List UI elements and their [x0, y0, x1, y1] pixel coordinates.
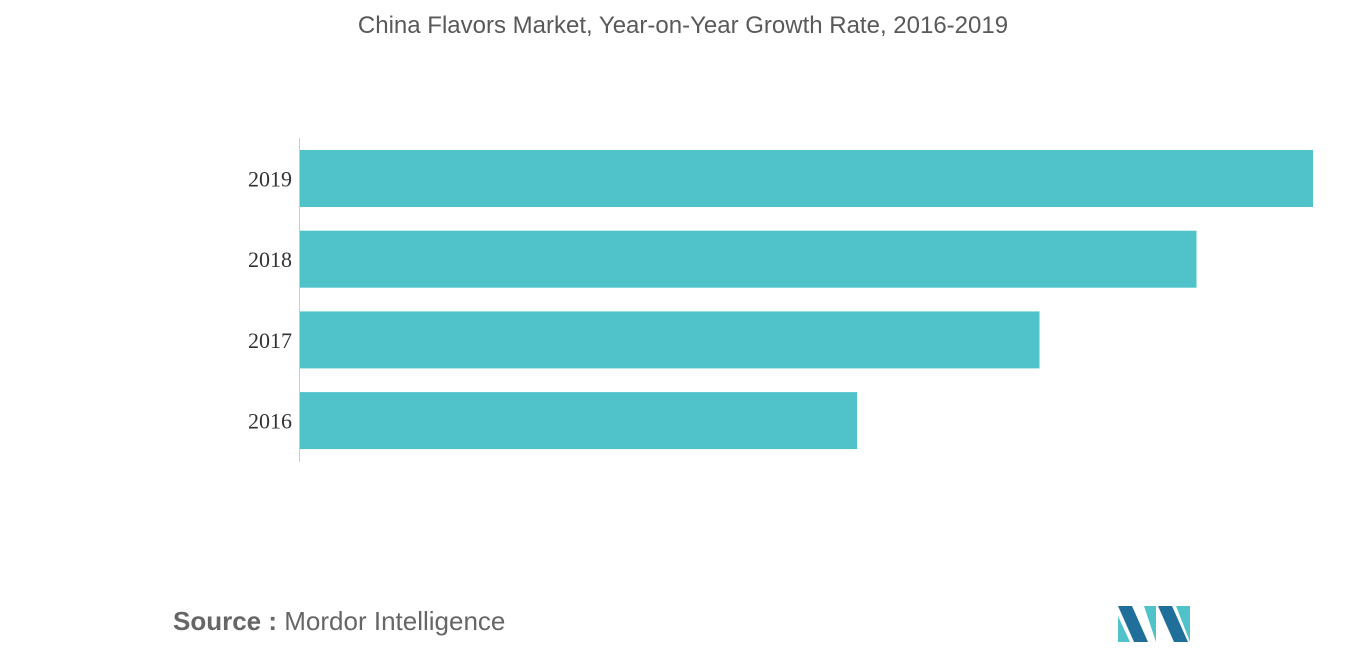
tick-label-2016: 2016	[248, 409, 292, 434]
bar-2018	[300, 230, 1197, 288]
bar-2019	[300, 150, 1313, 207]
mordor-intelligence-logo-icon	[1118, 606, 1190, 642]
tick-label-2019: 2019	[248, 167, 292, 192]
tick-labels-group: 2019 2018 2017 2016	[248, 167, 292, 434]
source-label: Source :	[173, 606, 278, 636]
tick-label-2017: 2017	[248, 328, 292, 353]
source-value: Mordor Intelligence	[284, 606, 506, 636]
bar-2017	[300, 311, 1040, 369]
bar-2016	[300, 392, 858, 450]
chart-title: China Flavors Market, Year-on-Year Growt…	[357, 12, 1009, 39]
tick-label-2018: 2018	[248, 247, 292, 272]
source-note: Source : Mordor Intelligence	[173, 606, 505, 637]
bars-group	[300, 150, 1313, 450]
